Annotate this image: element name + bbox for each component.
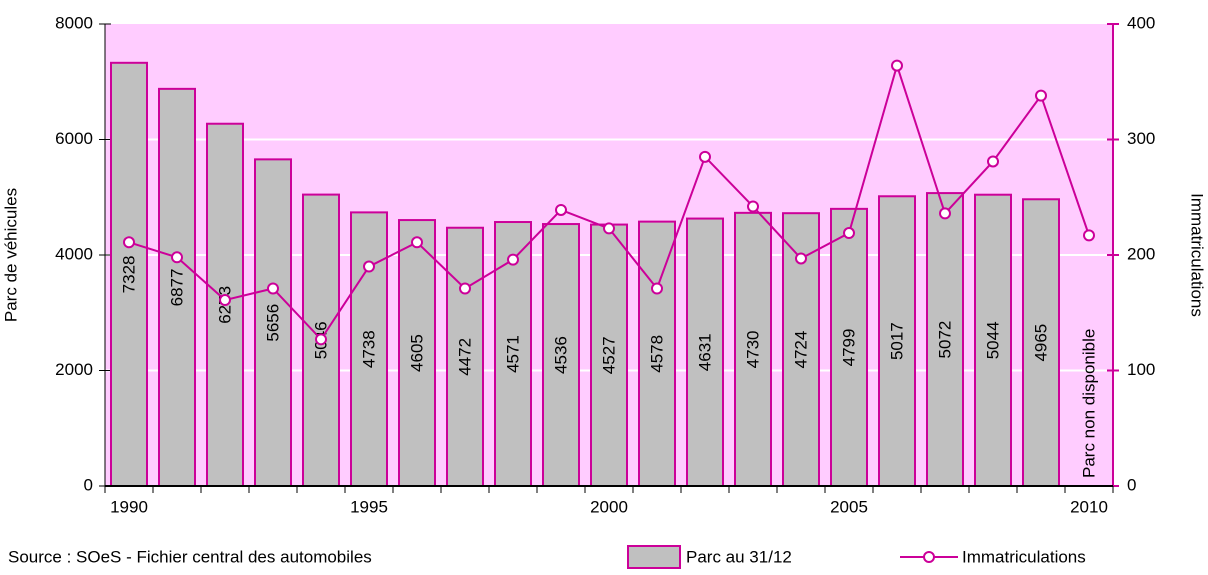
bar-value-label: 5656: [263, 304, 282, 342]
line-marker: [699, 150, 711, 163]
source: Source : SOeS - Fichier central des auto…: [8, 547, 372, 566]
bar-value-label: 4605: [407, 334, 426, 372]
y2-axis-label: Immatriculations: [1188, 193, 1207, 317]
line-marker: [315, 333, 327, 346]
line-marker: [795, 252, 807, 265]
y2-tick-label: 400: [1127, 13, 1155, 32]
bar-value-label: 5044: [983, 321, 1002, 359]
line-marker: [555, 203, 567, 216]
legend-marker: [923, 551, 935, 563]
y-tick-label: 8000: [55, 13, 93, 32]
line-marker: [507, 253, 519, 266]
bar-value-label: 5017: [887, 322, 906, 360]
bar-value-label: 4578: [647, 335, 666, 373]
bar: [878, 195, 916, 487]
x-tick-label: 2000: [590, 497, 628, 516]
bar-value-label: 4527: [599, 336, 618, 374]
annotation: Parc non disponible: [1079, 329, 1098, 478]
line-marker: [747, 200, 759, 213]
bar-value-label: 7328: [119, 255, 138, 293]
x-tick-label: 1990: [110, 497, 148, 516]
y-tick-label: 6000: [55, 129, 93, 148]
x-tick-label: 2005: [830, 497, 868, 516]
bar: [1022, 198, 1060, 488]
bar: [830, 207, 868, 487]
line-marker: [651, 282, 663, 295]
y-axis-label: Parc de véhicules: [1, 188, 20, 322]
bar: [542, 223, 580, 488]
y-tick-label: 0: [84, 475, 93, 494]
line-marker: [843, 227, 855, 240]
line-marker: [891, 59, 903, 72]
bar: [350, 211, 388, 487]
bar-value-label: 6877: [167, 269, 186, 307]
x-tick-label: 2010: [1070, 497, 1108, 516]
bar-value-label: 4738: [359, 330, 378, 368]
line-marker: [123, 236, 135, 249]
legend-swatch: [627, 545, 681, 569]
bar: [110, 61, 148, 487]
bar-value-label: 4536: [551, 336, 570, 374]
bar-value-label: 4724: [791, 331, 810, 369]
y-tick-label: 4000: [55, 244, 93, 263]
y2-tick-label: 0: [1127, 475, 1136, 494]
bar-value-label: 4472: [455, 338, 474, 376]
line-marker: [939, 207, 951, 220]
bar-value-label: 5072: [935, 321, 954, 359]
bar-value-label: 4631: [695, 333, 714, 371]
bar-value-label: 4571: [503, 335, 522, 373]
y-tick-label: 2000: [55, 360, 93, 379]
line-marker: [459, 282, 471, 295]
line-marker: [1035, 89, 1047, 102]
legend-label: Immatriculations: [962, 547, 1086, 566]
bar: [638, 220, 676, 487]
bar: [734, 211, 772, 487]
y2-tick-label: 100: [1127, 360, 1155, 379]
line-marker: [1083, 229, 1095, 242]
line-marker: [171, 251, 183, 264]
line-marker: [267, 282, 279, 295]
bar: [254, 158, 292, 487]
y2-tick-label: 300: [1127, 129, 1155, 148]
bar-value-label: 4730: [743, 331, 762, 369]
line-marker: [987, 155, 999, 168]
line-marker: [603, 222, 615, 235]
line-marker: [219, 294, 231, 307]
y2-tick-label: 200: [1127, 244, 1155, 263]
bar-value-label: 4799: [839, 329, 858, 367]
bar: [446, 226, 484, 487]
line-marker: [411, 236, 423, 249]
legend-label: Parc au 31/12: [686, 547, 792, 566]
bar-value-label: 4965: [1031, 324, 1050, 362]
x-tick-label: 1995: [350, 497, 388, 516]
bar: [398, 219, 436, 487]
bar: [686, 217, 724, 487]
line-marker: [363, 260, 375, 273]
